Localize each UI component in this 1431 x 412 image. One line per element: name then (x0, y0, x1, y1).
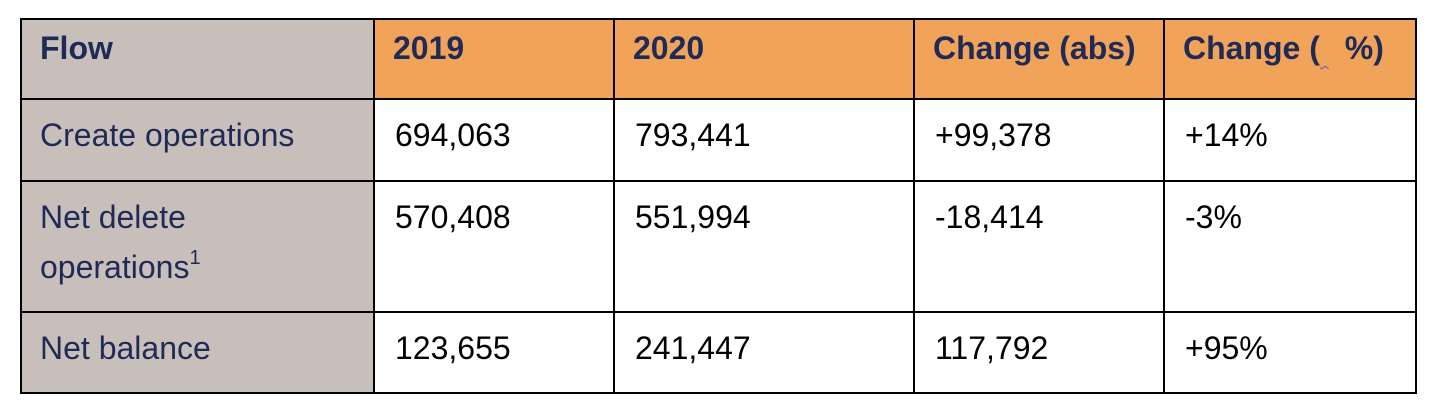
header-change-pct-label: Change ( %) (1165, 20, 1415, 73)
row-label: Create operations (40, 117, 295, 153)
cell-2019: 123,655 (373, 311, 615, 394)
cell-change-pct: +14% (1163, 98, 1417, 182)
value-change-pct: +95% (1185, 330, 1268, 366)
value-2019: 123,655 (395, 330, 511, 366)
cell-2019: 694,063 (373, 98, 615, 182)
cell-change-abs: +99,378 (913, 98, 1165, 182)
header-2020: 2020 (613, 18, 915, 100)
header-row: Flow 2019 2020 Change (abs) Change ( %) (20, 18, 1417, 100)
value-2019: 570,408 (395, 199, 511, 235)
cell-2020: 793,441 (613, 98, 915, 182)
header-2019: 2019 (373, 18, 615, 100)
value-change-abs: -18,414 (935, 199, 1044, 235)
cell-2019: 570,408 (373, 180, 615, 313)
table-row: Net balance 123,655 241,447 117,792 +95% (20, 311, 1417, 394)
header-change-pct-suffix: %) (1335, 30, 1384, 66)
header-flow-label: Flow (40, 30, 113, 66)
value-change-pct: -3% (1185, 199, 1242, 235)
footnote-marker: 1 (189, 247, 201, 269)
value-change-pct: +14% (1185, 117, 1268, 153)
row-label-cell: Create operations (20, 98, 375, 182)
header-2020-label: 2020 (633, 30, 705, 66)
flow-table: Flow 2019 2020 Change (abs) Change ( %) … (20, 18, 1417, 394)
cell-2020: 551,994 (613, 180, 915, 313)
cell-2020: 241,447 (613, 311, 915, 394)
cell-change-pct: -3% (1163, 180, 1417, 313)
row-label-cell: Net balance (20, 311, 375, 394)
header-2019-label: 2019 (393, 30, 465, 66)
value-change-abs: 117,792 (935, 330, 1049, 366)
value-2020: 551,994 (635, 199, 751, 235)
row-label: Net delete operations1 (22, 182, 373, 292)
row-label: Net balance (40, 330, 211, 366)
header-change-pct: Change ( %) (1163, 18, 1417, 100)
table-row: Create operations 694,063 793,441 +99,37… (20, 98, 1417, 182)
row-label-line2: operations (40, 249, 190, 285)
row-label-cell: Net delete operations1 (20, 180, 375, 313)
value-change-abs: +99,378 (935, 117, 1052, 153)
row-label-line1: Net delete (40, 199, 186, 235)
value-2020: 793,441 (635, 117, 751, 153)
spellcheck-squiggle (1320, 23, 1336, 73)
cell-change-pct: +95% (1163, 311, 1417, 394)
value-2019: 694,063 (395, 117, 511, 153)
table-row: Net delete operations1 570,408 551,994 -… (20, 180, 1417, 313)
header-change-pct-prefix: Change ( (1183, 30, 1320, 66)
header-change-abs: Change (abs) (913, 18, 1165, 100)
cell-change-abs: 117,792 (913, 311, 1165, 394)
value-2020: 241,447 (635, 330, 751, 366)
header-change-abs-label: Change (abs) (933, 30, 1136, 66)
cell-change-abs: -18,414 (913, 180, 1165, 313)
header-flow: Flow (20, 18, 375, 100)
